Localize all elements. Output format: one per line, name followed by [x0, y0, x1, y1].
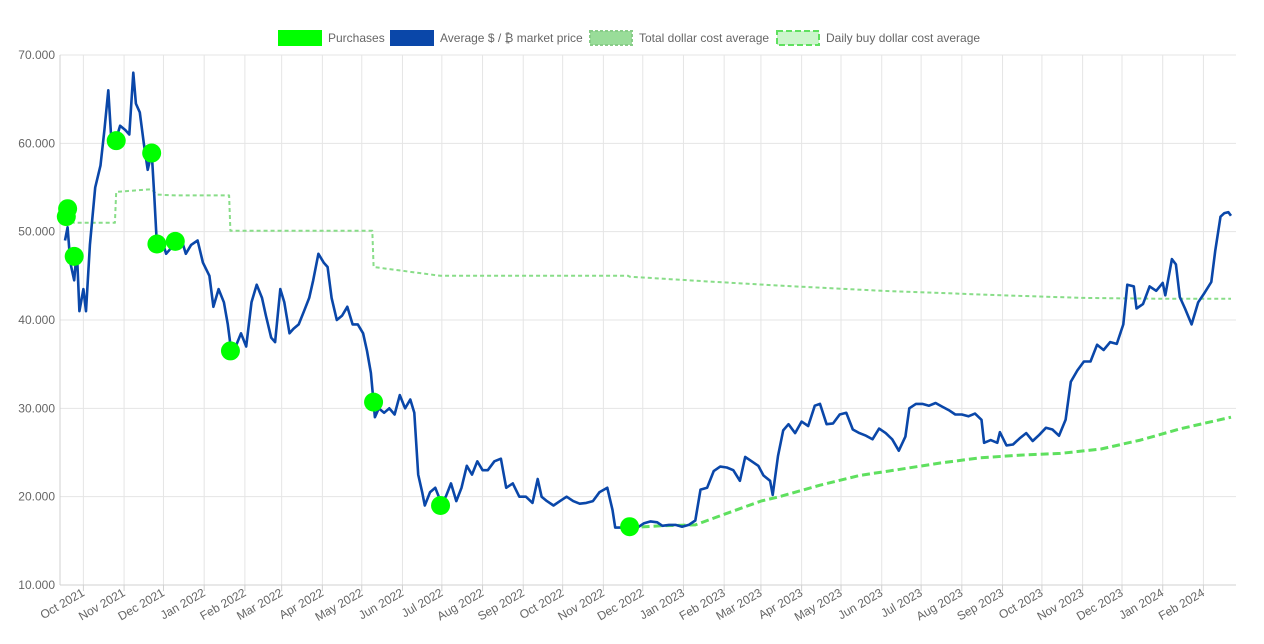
legend-label: Daily buy dollar cost average: [826, 31, 980, 45]
legend-label: Purchases: [328, 31, 385, 45]
legend-item[interactable]: Purchases: [278, 30, 385, 46]
x-tick-label: Jun 2023: [835, 585, 885, 622]
y-tick-label: 30.000: [18, 401, 55, 415]
daily-dca-line: [629, 415, 1232, 530]
axes: 10.000 20.000 30.000 40.000 50.000 60.000 70.0…: [18, 48, 1236, 624]
legend-item[interactable]: Average $ / ₿ market price: [390, 30, 583, 46]
purchase-point[interactable]: [106, 131, 126, 151]
legend-swatch: [278, 30, 322, 46]
purchase-point[interactable]: [147, 234, 167, 254]
legend: Purchases Average $ / ₿ market price Total…: [278, 30, 980, 46]
legend-label: Average $ / ₿ market price: [440, 31, 583, 45]
legend-item[interactable]: Total dollar cost average: [589, 30, 769, 46]
purchase-point[interactable]: [142, 143, 162, 163]
purchase-point[interactable]: [364, 392, 384, 412]
x-tick-label: Sep 2022: [475, 585, 527, 623]
purchase-point[interactable]: [620, 517, 640, 537]
series: [56, 71, 1233, 537]
y-tick-label: 60.000: [18, 136, 55, 150]
legend-swatch: [589, 30, 633, 46]
grid: [60, 54, 1236, 586]
x-tick-label: Feb 2024: [1156, 585, 1207, 623]
legend-item[interactable]: Daily buy dollar cost average: [776, 30, 980, 46]
market-price-line: [63, 71, 1233, 532]
x-tick-label: Sep 2023: [955, 585, 1007, 623]
purchase-point[interactable]: [165, 231, 185, 251]
y-tick-label: 10.000: [18, 578, 55, 592]
x-tick-label: Jun 2022: [356, 585, 406, 622]
legend-swatch: [390, 30, 434, 46]
total-dca-line: [64, 188, 1231, 300]
y-tick-label: 20.000: [18, 490, 55, 504]
purchase-point[interactable]: [64, 246, 84, 266]
y-tick-label: 50.000: [18, 225, 55, 239]
purchase-point[interactable]: [220, 341, 240, 361]
purchase-point[interactable]: [58, 199, 78, 219]
legend-swatch: [776, 30, 820, 46]
legend-label: Total dollar cost average: [639, 31, 769, 45]
y-tick-label: 70.000: [18, 48, 55, 62]
purchase-point[interactable]: [431, 496, 451, 515]
y-tick-label: 40.000: [18, 313, 55, 327]
